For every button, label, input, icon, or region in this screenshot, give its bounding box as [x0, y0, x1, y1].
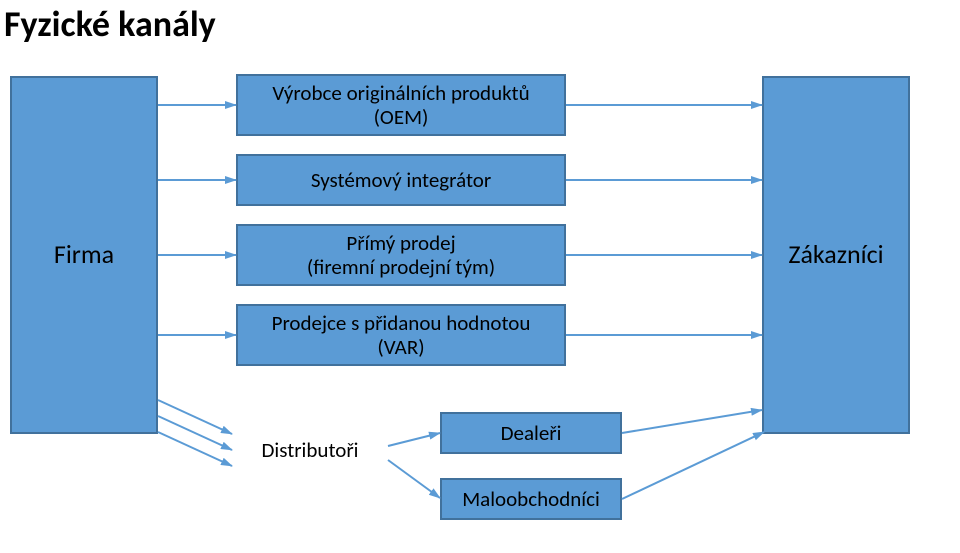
arrow-firma-dist-c	[158, 432, 232, 466]
box-oem: Výrobce originálních produktů (OEM)	[236, 74, 566, 136]
box-var: Prodejce s přidanou hodnotou (VAR)	[236, 304, 566, 366]
arrow-firma-dist-b	[158, 416, 232, 450]
box-dealers: Dealeři	[440, 412, 622, 454]
box-direct-label: Přímý prodej (firemní prodejní tým)	[307, 231, 495, 279]
label-distributors-text: Distributoři	[261, 437, 358, 463]
box-integrator: Systémový integrátor	[236, 154, 566, 206]
box-firma: Firma	[10, 76, 158, 434]
box-dealers-label: Dealeři	[501, 421, 562, 445]
box-firma-label: Firma	[54, 240, 114, 270]
arrow-dealers-cust	[622, 410, 762, 433]
box-direct: Přímý prodej (firemní prodejní tým)	[236, 224, 566, 286]
arrow-dist-retailers	[388, 460, 440, 498]
box-retailers-label: Maloobchodníci	[462, 487, 600, 511]
page-title: Fyzické kanály	[4, 2, 216, 46]
page-title-text: Fyzické kanály	[4, 2, 216, 46]
box-customers: Zákazníci	[762, 76, 910, 434]
label-distributors: Distributoři	[230, 430, 390, 470]
arrow-retailers-cust	[622, 432, 764, 499]
box-retailers: Maloobchodníci	[440, 478, 622, 520]
box-oem-label: Výrobce originálních produktů (OEM)	[272, 81, 529, 129]
box-var-label: Prodejce s přidanou hodnotou (VAR)	[272, 311, 531, 359]
box-integrator-label: Systémový integrátor	[311, 168, 491, 192]
box-customers-label: Zákazníci	[788, 240, 883, 270]
arrow-dist-dealers	[388, 433, 440, 446]
arrow-firma-dist-a	[158, 400, 232, 434]
